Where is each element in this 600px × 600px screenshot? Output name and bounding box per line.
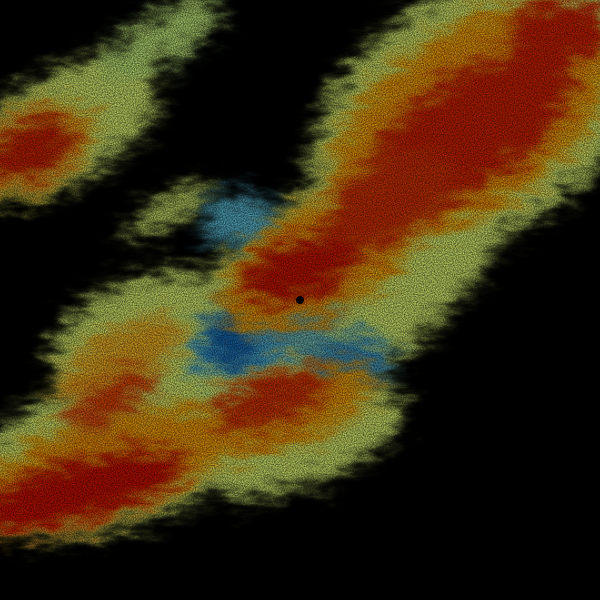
echo [212, 368, 328, 432]
radar-site [296, 296, 304, 304]
echo [326, 150, 454, 250]
echo-field [0, 0, 600, 539]
echo [0, 449, 187, 531]
echo [57, 316, 183, 404]
echo [510, 0, 600, 60]
echo [126, 182, 214, 238]
echo [242, 235, 358, 305]
echo [0, 118, 73, 182]
echo [200, 195, 280, 245]
echo [98, 0, 222, 82]
echo [65, 370, 155, 430]
core-echo [0, 0, 600, 531]
